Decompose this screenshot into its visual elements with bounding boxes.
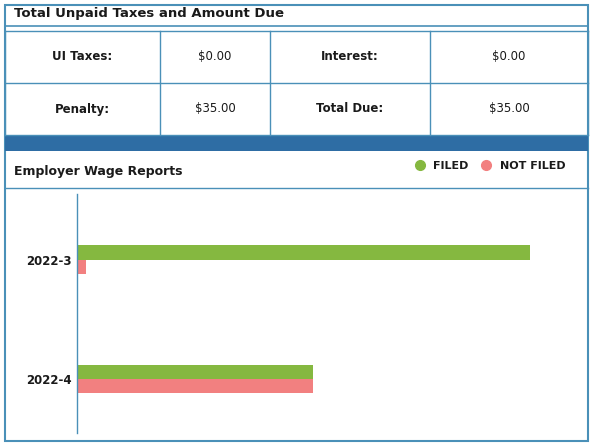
Text: UI Taxes:: UI Taxes:	[52, 50, 113, 63]
Text: Interest:: Interest:	[321, 50, 379, 63]
Bar	[77, 365, 313, 379]
Legend: FILED, NOT FILED: FILED, NOT FILED	[404, 157, 570, 176]
Text: Total Unpaid Taxes and Amount Due: Total Unpaid Taxes and Amount Due	[14, 8, 284, 21]
Text: $35.00: $35.00	[489, 103, 530, 116]
Bar	[77, 379, 313, 393]
Text: Penalty:: Penalty:	[55, 103, 110, 116]
Text: $0.00: $0.00	[198, 50, 232, 63]
Text: $35.00: $35.00	[195, 103, 235, 116]
Bar	[77, 245, 530, 260]
Text: $0.00: $0.00	[492, 50, 525, 63]
Text: Total Due:: Total Due:	[317, 103, 384, 116]
Bar	[5, 135, 588, 151]
Bar	[77, 260, 86, 274]
Text: Employer Wage Reports: Employer Wage Reports	[14, 165, 183, 178]
